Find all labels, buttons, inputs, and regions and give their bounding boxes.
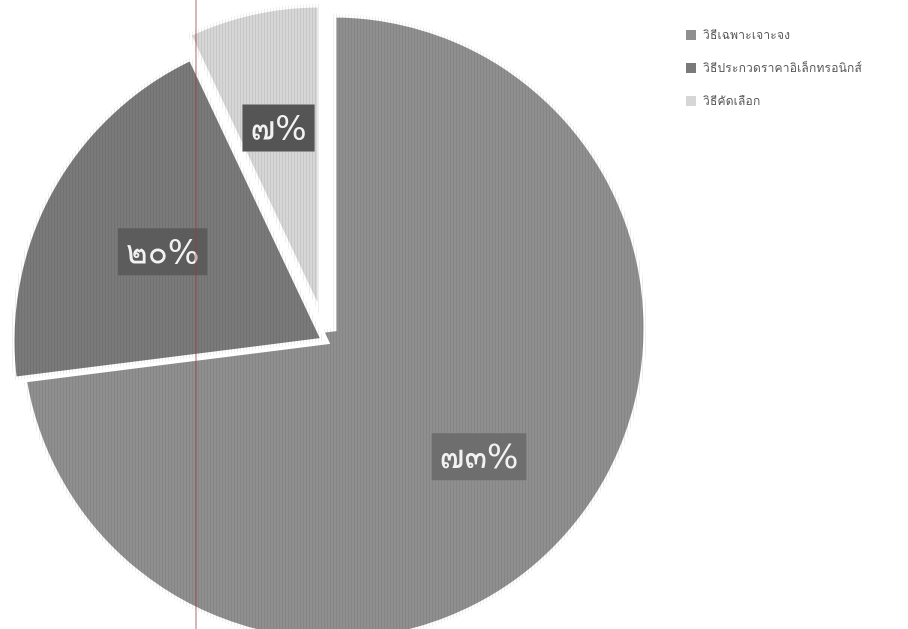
data-label-background [242,104,315,152]
data-label-background [118,228,208,276]
pie-slice-texture [10,56,325,381]
data-label-background [431,433,527,481]
legend-item-e-bidding: วิธีประกวดราคาอิเล็กทรอนิกส์ [686,59,862,77]
legend-swatch [686,96,696,106]
data-label-text: ๒๐% [126,232,199,271]
legend-label: วิธีประกวดราคาอิเล็กทรอนิกส์ [703,60,862,75]
legend-swatch [686,30,696,40]
data-label-text: ๗๓% [440,437,519,476]
data-label-text: ๗% [250,109,306,148]
legend-item-specific-method: วิธีเฉพาะเจาะจง [686,26,862,44]
pie-slices [7,0,651,629]
pie-data-labels: ๗๓% ๒๐% ๗% [118,104,527,481]
chart-legend: วิธีเฉพาะเจาะจง วิธีประกวดราคาอิเล็กทรอน… [686,26,862,125]
data-label-selection-method: ๗% [242,104,315,152]
pie-slice-texture [187,3,321,318]
data-label-e-bidding: ๒๐% [118,228,208,276]
legend-item-selection-method: วิธีคัดเลือก [686,92,862,110]
legend-swatch [686,63,696,73]
data-label-specific-method: ๗๓% [431,433,527,481]
legend-label: วิธีเฉพาะเจาะจง [703,27,791,42]
legend-label: วิธีคัดเลือก [703,93,761,108]
